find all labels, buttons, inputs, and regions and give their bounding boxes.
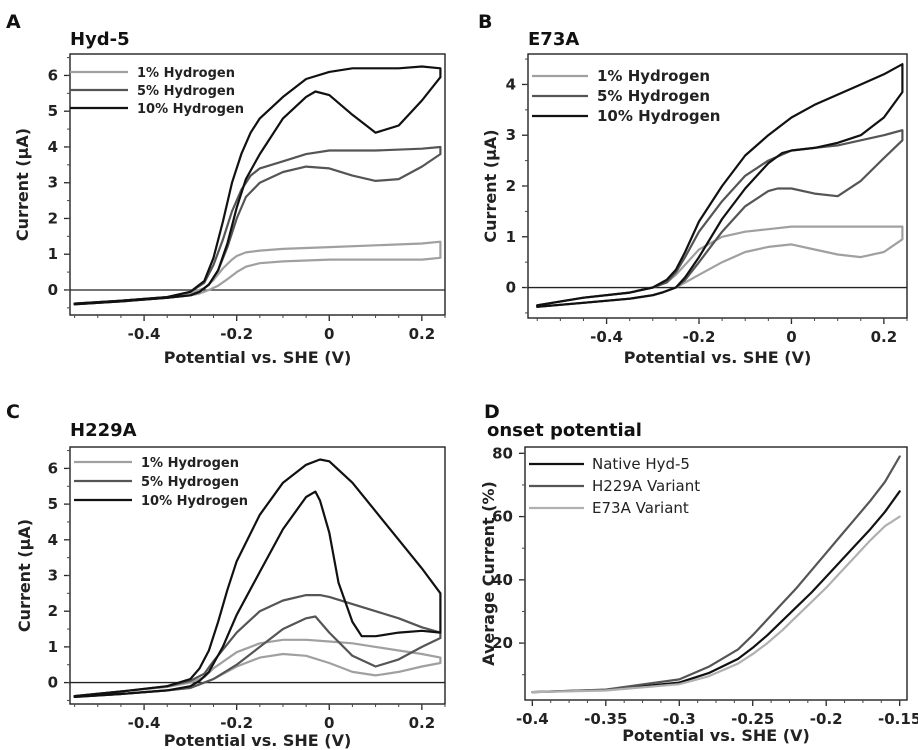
- y-tick-label-a: 6: [48, 66, 58, 84]
- series-line-a-1: [73, 145, 442, 306]
- series-line-a-0: [73, 240, 442, 306]
- y-tick-label-c: 4: [48, 531, 58, 549]
- y-tick-label-d: 40: [492, 571, 513, 589]
- chart-title-d: onset potential: [487, 420, 642, 441]
- y-tick-label-a: 5: [48, 102, 58, 120]
- series-line-c-1: [73, 593, 442, 699]
- x-tick-label-c: -0.2: [220, 714, 253, 732]
- series-line-b-1: [536, 129, 904, 308]
- chart-panel-b: -0.4 -0.2 0 0.2 0 1 2 3 4 E73A Potential vs. SHE (…: [481, 29, 908, 367]
- legend-entry-c-1: 5% Hydrogen: [141, 475, 239, 490]
- panel-label-a: A: [6, 11, 21, 33]
- legend-entry-b-2: 10% Hydrogen: [597, 107, 721, 125]
- legend-entry-d-2: E73A Variant: [592, 499, 689, 517]
- y-tick-label-d: 20: [492, 634, 513, 652]
- y-axis-title-d: Average Current (%): [479, 481, 498, 666]
- y-tick-label-c: 6: [48, 459, 58, 477]
- series-line-b-2: [536, 63, 904, 308]
- x-tick-label-c: 0.2: [409, 714, 436, 732]
- x-tick-label-b: -0.2: [683, 328, 716, 346]
- chart-panel-a: -0.4 -0.2 0 0.2 0 1 2 3 4 5 6 Hyd-5 Potential vs. SH…: [13, 29, 446, 367]
- x-axis-title-b: Potential vs. SHE (V): [624, 348, 812, 367]
- x-tick-label-d: -0.35: [584, 710, 627, 728]
- chart-title-c: H229A: [70, 420, 137, 441]
- chart-title-a: Hyd-5: [70, 29, 130, 50]
- y-tick-label-b: 1: [506, 228, 516, 246]
- chart-title-b: E73A: [528, 29, 579, 50]
- x-tick-label-b: 0.2: [871, 328, 898, 346]
- y-tick-label-a: 0: [48, 281, 58, 299]
- x-tick-label-d: -0.2: [810, 710, 843, 728]
- legend-entry-d-0: Native Hyd-5: [592, 455, 690, 473]
- x-axis-title-a: Potential vs. SHE (V): [164, 348, 352, 367]
- series-line-b-0: [536, 225, 904, 308]
- panel-label-c: C: [6, 401, 20, 423]
- x-axis-title-c: Potential vs. SHE (V): [164, 731, 352, 750]
- x-axis-title-d: Potential vs. SHE (V): [622, 726, 810, 745]
- legend-entry-c-0: 1% Hydrogen: [141, 456, 239, 471]
- legend-entry-a-0: 1% Hydrogen: [137, 66, 235, 81]
- y-tick-label-b: 4: [506, 75, 516, 93]
- x-tick-label-a: 0.2: [409, 325, 436, 343]
- y-tick-label-b: 2: [506, 177, 516, 195]
- series-line-d-2: [531, 515, 901, 694]
- y-tick-label-c: 1: [48, 638, 58, 656]
- legend-entry-a-2: 10% Hydrogen: [137, 102, 244, 117]
- y-axis-title-a: Current (µA): [13, 128, 32, 241]
- y-tick-label-c: 2: [48, 602, 58, 620]
- series-line-d-0: [531, 490, 901, 694]
- y-tick-label-c: 5: [48, 495, 58, 513]
- y-tick-label-c: 3: [48, 567, 58, 585]
- y-tick-label-b: 3: [506, 126, 516, 144]
- series-line-d-1: [531, 455, 901, 694]
- y-tick-label-c: 0: [48, 674, 58, 692]
- legend-entry-a-1: 5% Hydrogen: [137, 84, 235, 99]
- y-tick-label-b: 0: [506, 279, 516, 297]
- y-tick-label-d: 80: [492, 444, 513, 462]
- y-axis-title-c: Current (µA): [15, 519, 34, 632]
- x-tick-label-d: -0.4: [516, 710, 549, 728]
- plot-frame-a: [69, 53, 446, 316]
- x-tick-label-c: -0.4: [128, 714, 161, 732]
- legend-entry-b-1: 5% Hydrogen: [597, 87, 710, 105]
- y-tick-label-a: 2: [48, 209, 58, 227]
- panel-label-b: B: [478, 11, 492, 33]
- series-line-c-2: [73, 458, 442, 699]
- x-tick-label-d: -0.25: [731, 710, 774, 728]
- x-tick-label-d: -0.15: [878, 710, 918, 728]
- x-tick-label-a: -0.4: [128, 325, 161, 343]
- y-axis-title-b: Current (µA): [481, 129, 500, 242]
- y-tick-label-d: 60: [492, 508, 513, 526]
- x-tick-label-b: -0.4: [590, 328, 623, 346]
- legend-entry-d-1: H229A Variant: [592, 477, 700, 495]
- chart-panel-c: -0.4 -0.2 0 0.2 0 1 2 3 4 5 6 H229A Potential vs. SH…: [15, 420, 446, 750]
- x-tick-label-a: 0: [324, 325, 334, 343]
- y-tick-label-a: 4: [48, 138, 58, 156]
- x-tick-label-a: -0.2: [220, 325, 253, 343]
- chart-panel-d: -0.4 -0.35 -0.3 -0.25 -0.2 -0.15 20 40 60 80 onset…: [479, 420, 918, 745]
- y-tick-label-a: 1: [48, 245, 58, 263]
- x-tick-label-d: -0.3: [663, 710, 696, 728]
- legend-entry-b-0: 1% Hydrogen: [597, 67, 710, 85]
- panel-label-d: D: [484, 401, 500, 423]
- y-tick-label-a: 3: [48, 174, 58, 192]
- legend-entry-c-2: 10% Hydrogen: [141, 494, 248, 509]
- plot-frame-b: [527, 53, 908, 319]
- x-tick-label-b: 0: [786, 328, 796, 346]
- series-line-a-2: [73, 65, 442, 306]
- x-tick-label-c: 0: [324, 714, 334, 732]
